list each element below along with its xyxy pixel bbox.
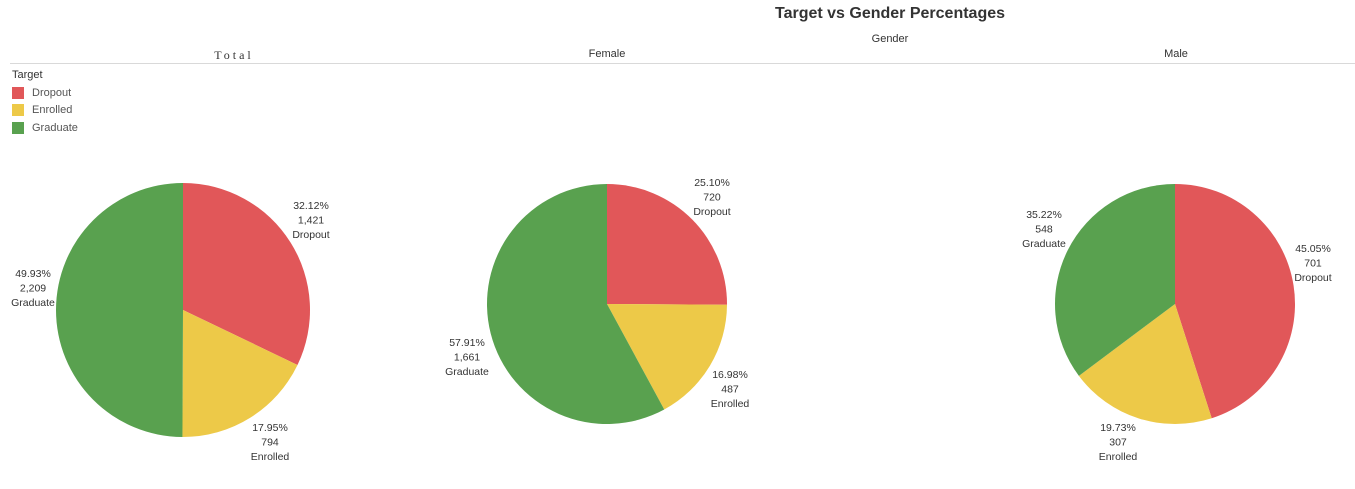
pie-slice-female-enrolled[interactable]: [607, 304, 727, 410]
pie-label-count: 701: [1304, 258, 1322, 270]
pie-label-percent: 57.91%: [449, 337, 485, 349]
pie-label-percent: 16.98%: [712, 369, 748, 381]
header-divider-left: [10, 63, 458, 64]
pie-label-category: Dropout: [292, 229, 329, 241]
pie-label-male-dropout: 45.05% 701 Dropout: [1294, 243, 1331, 284]
column-header-total: Total: [214, 48, 254, 62]
pie-label-male-enrolled: 19.73% 307 Enrolled: [1099, 422, 1138, 463]
pie-slice-male-dropout[interactable]: [1175, 184, 1296, 419]
pie-chart-male: 45.05% 701 Dropout 19.73% 307 Enrolled 35.22% 5…: [1022, 184, 1332, 463]
pie-label-count: 1,661: [454, 352, 480, 364]
legend-label-enrolled: Enrolled: [32, 104, 73, 117]
pie-label-percent: 25.10%: [694, 177, 730, 189]
pie-label-total-enrolled: 17.95% 794 Enrolled: [251, 422, 290, 463]
pie-chart-total: 32.12% 1,421 Dropout 17.95% 794 Enrolled 49.93…: [11, 182, 330, 463]
pie-label-percent: 19.73%: [1100, 422, 1136, 434]
pie-label-count: 1,421: [298, 215, 324, 227]
pie-slice-female-dropout[interactable]: [607, 184, 727, 305]
pie-slice-total-graduate[interactable]: [55, 183, 183, 437]
pie-label-percent: 49.93%: [15, 268, 51, 280]
pie-label-female-graduate: 57.91% 1,661 Graduate: [445, 337, 489, 378]
pie-label-count: 487: [721, 384, 739, 396]
pie-label-count: 2,209: [20, 283, 46, 295]
header-divider-right: [458, 63, 1355, 64]
pie-label-category: Enrolled: [1099, 451, 1138, 463]
pie-label-male-graduate: 35.22% 548 Graduate: [1022, 209, 1066, 250]
legend-label-dropout: Dropout: [32, 86, 72, 99]
pie-label-count: 548: [1035, 224, 1053, 236]
pie-label-percent: 32.12%: [293, 200, 329, 212]
pie-slice-male-graduate[interactable]: [1055, 184, 1175, 376]
pie-label-category: Graduate: [11, 297, 55, 309]
legend-swatch-enrolled: [12, 104, 24, 117]
chart-title: Target vs Gender Percentages: [774, 5, 1006, 22]
pie-label-category: Graduate: [1022, 238, 1066, 250]
pie-label-female-dropout: 25.10% 720 Dropout: [693, 177, 730, 218]
legend-item-graduate[interactable]: Graduate: [12, 119, 78, 137]
legend-item-dropout[interactable]: Dropout: [12, 84, 78, 102]
pie-label-percent: 17.95%: [252, 422, 288, 434]
pie-label-percent: 35.22%: [1026, 209, 1062, 221]
column-header-female: Female: [588, 48, 626, 60]
pie-label-count: 794: [261, 437, 279, 449]
legend-label-graduate: Graduate: [32, 121, 78, 134]
pie-label-category: Dropout: [693, 206, 730, 218]
legend-swatch-graduate: [12, 121, 24, 134]
pie-label-category: Dropout: [1294, 272, 1331, 284]
pie-label-total-graduate: 49.93% 2,209 Graduate: [11, 268, 55, 309]
pie-label-count: 307: [1109, 437, 1127, 449]
legend: Target Dropout Enrolled Graduate: [12, 69, 78, 137]
pie-slice-male-enrolled[interactable]: [1078, 304, 1212, 424]
pie-slice-total-dropout[interactable]: [183, 182, 311, 365]
legend-swatch-dropout: [12, 86, 24, 99]
pie-label-category: Enrolled: [711, 398, 750, 410]
legend-item-enrolled[interactable]: Enrolled: [12, 102, 78, 120]
pie-label-category: Graduate: [445, 366, 489, 378]
pie-label-total-dropout: 32.12% 1,421 Dropout: [292, 200, 329, 241]
pie-label-percent: 45.05%: [1295, 243, 1331, 255]
pie-chart-female: 25.10% 720 Dropout 16.98% 487 Enrolled 57.91% 1…: [445, 177, 749, 424]
pie-label-category: Enrolled: [251, 451, 290, 463]
column-header-male: Male: [1164, 48, 1188, 60]
pie-slice-total-enrolled[interactable]: [182, 310, 298, 437]
pie-label-female-enrolled: 16.98% 487 Enrolled: [711, 369, 750, 410]
gender-header: Gender: [871, 33, 909, 45]
pie-slice-female-graduate[interactable]: [487, 184, 665, 424]
pie-label-count: 720: [703, 192, 721, 204]
legend-title: Target: [12, 69, 43, 81]
